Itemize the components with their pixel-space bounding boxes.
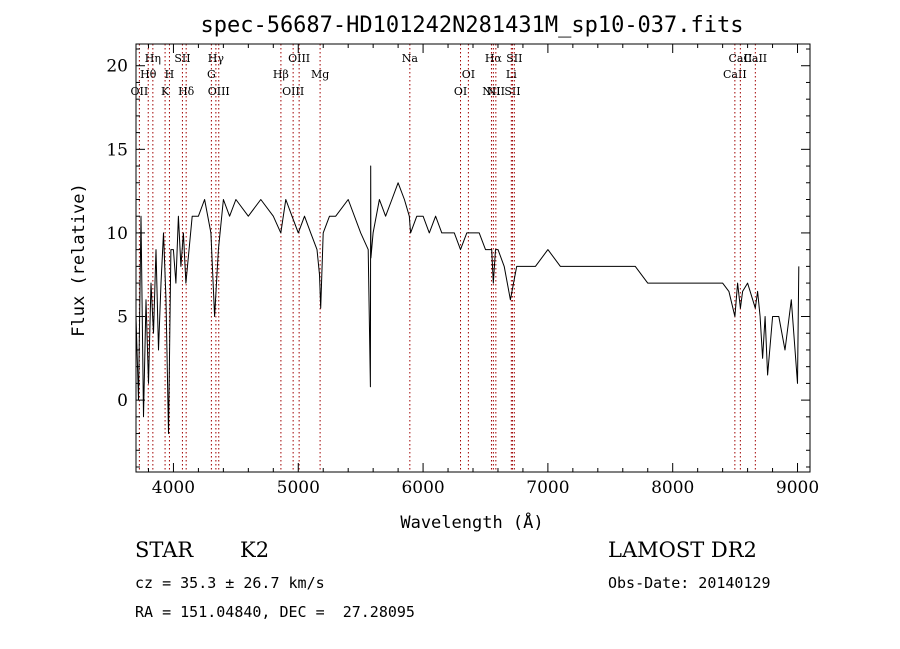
line-marker-label-18: Hα xyxy=(485,52,503,65)
line-marker-label-1: Hθ xyxy=(140,68,157,81)
x-tick-label-0: 4000 xyxy=(152,478,195,498)
line-marker-label-7: G xyxy=(207,68,216,81)
line-marker-label-9: OIII xyxy=(208,85,230,98)
line-marker-label-25: CaII xyxy=(743,52,767,65)
line-marker-label-4: H xyxy=(165,68,175,81)
line-marker-label-24: CaII xyxy=(729,52,753,65)
line-marker-label-15: OI xyxy=(454,85,467,98)
line-marker-label-19: NII xyxy=(487,85,505,98)
line-marker-label-16: OI xyxy=(462,68,475,81)
line-marker-label-14: Na xyxy=(402,52,419,65)
spectral-line-markers: OIIHθHηKHSIIHδGHγOIIIHβOIIIOIIIMgNaOIOIN… xyxy=(131,44,767,472)
line-marker-label-12: OIII xyxy=(288,52,310,65)
axis-ticks: 4000 5000 6000 7000 8000 9000 0 5 10 15 20 xyxy=(106,44,819,498)
y-tick-label-3: 15 xyxy=(106,140,128,160)
line-marker-label-5: SII xyxy=(174,52,190,65)
line-marker-label-3: K xyxy=(161,85,170,98)
sky-coordinates: RA = 151.04840, DEC = 27.28095 xyxy=(135,603,415,621)
y-tick-label-4: 20 xyxy=(106,57,128,77)
line-marker-label-2: Hη xyxy=(145,52,161,65)
plot-frame xyxy=(135,43,811,473)
survey-name: LAMOST DR2 xyxy=(608,538,757,562)
y-tick-label-0: 0 xyxy=(117,391,128,411)
line-marker-label-0: OII xyxy=(131,85,149,98)
observation-date: Obs-Date: 20140129 xyxy=(608,574,771,592)
object-subclass: K2 xyxy=(240,538,270,562)
x-axis-title: Wavelength (Å) xyxy=(400,511,543,533)
line-marker-label-13: Mg xyxy=(311,68,329,81)
line-marker-label-8: Hγ xyxy=(208,52,225,65)
chart-title: spec-56687-HD101242N281431M_sp10-037.fit… xyxy=(200,13,743,38)
flux-series xyxy=(135,165,800,434)
x-tick-label-2: 6000 xyxy=(401,478,444,498)
x-tick-label-4: 8000 xyxy=(651,478,694,498)
redshift-velocity: cz = 35.3 ± 26.7 km/s xyxy=(135,574,325,592)
line-marker-label-22: SII xyxy=(506,52,522,65)
y-tick-label-2: 10 xyxy=(106,224,128,244)
line-marker-label-10: Hβ xyxy=(273,68,289,81)
line-marker-label-6: Hδ xyxy=(178,85,195,98)
x-tick-label-3: 7000 xyxy=(526,478,569,498)
y-tick-label-1: 5 xyxy=(117,308,128,328)
line-marker-label-11: OIII xyxy=(282,85,304,98)
object-class: STAR xyxy=(135,538,194,562)
flux-series-line-0 xyxy=(135,165,800,434)
line-marker-label-20: Li xyxy=(506,68,517,81)
x-tick-label-1: 5000 xyxy=(277,478,320,498)
y-axis-title: Flux (relative) xyxy=(69,183,89,337)
x-tick-label-5: 9000 xyxy=(776,478,819,498)
line-marker-label-23: CaII xyxy=(723,68,747,81)
line-marker-label-21: SII xyxy=(504,85,520,98)
